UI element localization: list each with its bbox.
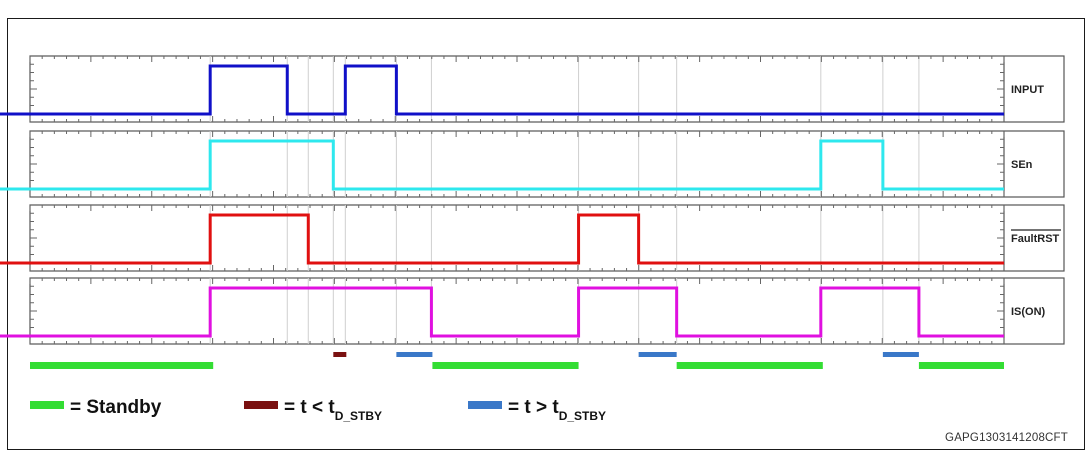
ticks-is_on	[29, 278, 1005, 344]
state-bar-long	[882, 352, 919, 357]
legend: = Standby = t < tD_STBY = t > tD_STBY	[30, 397, 606, 423]
legend-standby-label: = Standby	[70, 397, 162, 418]
legend-long-delay-swatch	[468, 401, 502, 409]
channel-panels: INPUT SEn FaultRST IS(ON)	[0, 55, 1065, 345]
panel-is_on: IS(ON)	[0, 277, 1065, 345]
waveform-faultrst	[0, 213, 1004, 265]
panel-border-sen	[29, 130, 1065, 198]
state-bar-standby	[432, 362, 579, 369]
label-faultrst: FaultRST	[1011, 233, 1060, 245]
panel-border-input	[29, 55, 1065, 123]
waveform-is_on	[0, 286, 1004, 338]
legend-standby-swatch	[30, 401, 64, 409]
diagram-frame	[7, 18, 1085, 450]
figure-code: GAPG1303141208CFT	[945, 432, 1068, 444]
panel-input: INPUT	[0, 55, 1065, 123]
ticks-input	[29, 56, 1005, 122]
state-bars	[30, 352, 1004, 369]
waveform-sen	[0, 139, 1004, 191]
state-bar-long	[638, 352, 677, 357]
ticks-faultrst	[29, 205, 1005, 271]
legend-short-delay-label: = t < tD_STBY	[284, 397, 382, 423]
panel-border-faultrst	[29, 204, 1065, 272]
state-bar-standby	[918, 362, 1004, 369]
panel-faultrst: FaultRST	[0, 204, 1065, 272]
state-bar-long	[396, 352, 433, 357]
label-sen: SEn	[1011, 159, 1033, 171]
label-is_on: IS(ON)	[1011, 306, 1046, 318]
state-bar-standby	[30, 362, 214, 369]
legend-short-delay-swatch	[244, 401, 278, 409]
panel-sen: SEn	[0, 130, 1065, 198]
state-bar-short	[333, 352, 347, 357]
legend-long-delay-label: = t > tD_STBY	[508, 397, 606, 423]
label-input: INPUT	[1011, 84, 1044, 96]
state-bar-standby	[676, 362, 823, 369]
waveform-input	[0, 64, 1004, 116]
